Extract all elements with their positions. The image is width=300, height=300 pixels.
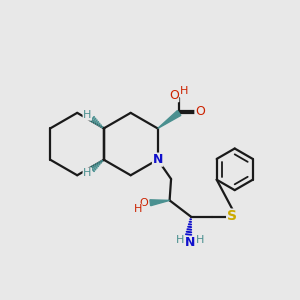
Polygon shape <box>150 200 170 206</box>
Text: O: O <box>195 105 205 118</box>
Polygon shape <box>158 111 181 128</box>
Text: O: O <box>169 89 179 102</box>
Text: H: H <box>180 86 189 96</box>
Text: S: S <box>227 209 237 223</box>
Text: H: H <box>83 168 92 178</box>
Text: H: H <box>83 110 92 120</box>
Text: O: O <box>140 198 148 208</box>
Text: N: N <box>152 153 163 166</box>
Text: N: N <box>185 236 196 249</box>
Text: H: H <box>134 204 142 214</box>
Text: H: H <box>196 235 204 245</box>
Text: H: H <box>176 235 184 245</box>
